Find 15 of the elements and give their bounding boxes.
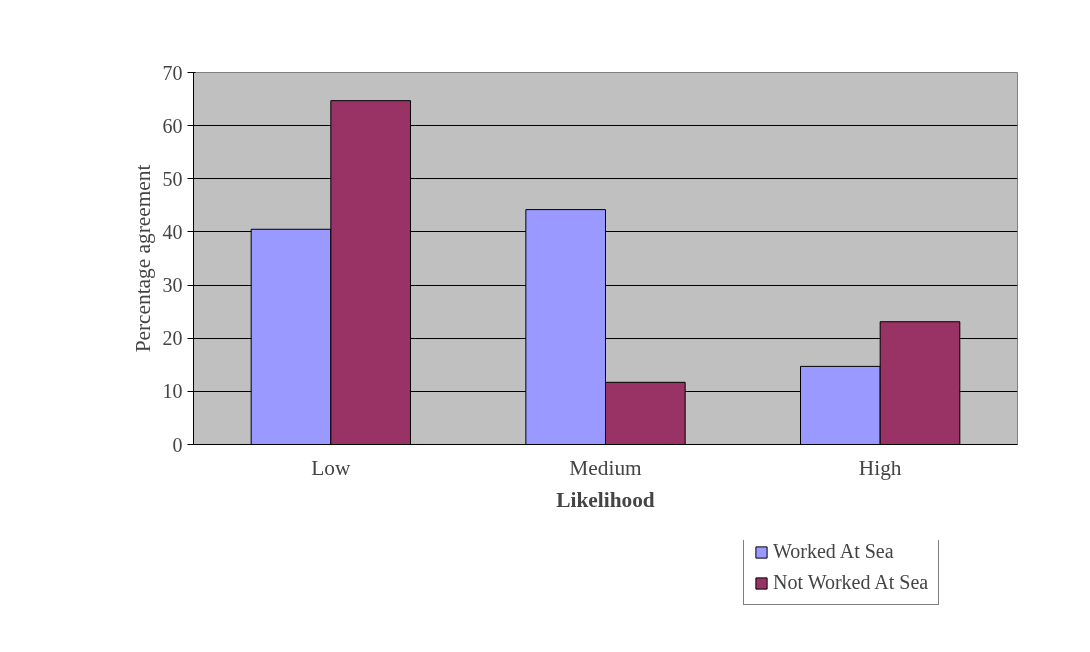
legend-label: Not Worked At Sea bbox=[773, 571, 929, 594]
y-tick-label: 70 bbox=[162, 61, 183, 84]
y-tick-label: 0 bbox=[172, 433, 183, 456]
y-tick-label: 20 bbox=[162, 327, 183, 350]
x-tick-label: High bbox=[858, 455, 902, 480]
y-tick-label: 40 bbox=[162, 220, 183, 243]
y-tick-label: 60 bbox=[162, 114, 183, 137]
legend-label: Worked At Sea bbox=[773, 540, 894, 563]
x-tick-label: Low bbox=[311, 455, 351, 480]
y-tick-label: 10 bbox=[162, 380, 183, 403]
y-tick-label: 30 bbox=[162, 274, 183, 297]
x-tick-label: Medium bbox=[569, 455, 643, 480]
y-tick-label: 50 bbox=[162, 167, 183, 190]
y-axis-title: Percentage agreement bbox=[130, 164, 155, 353]
x-axis-title: Likelihood bbox=[556, 487, 655, 512]
